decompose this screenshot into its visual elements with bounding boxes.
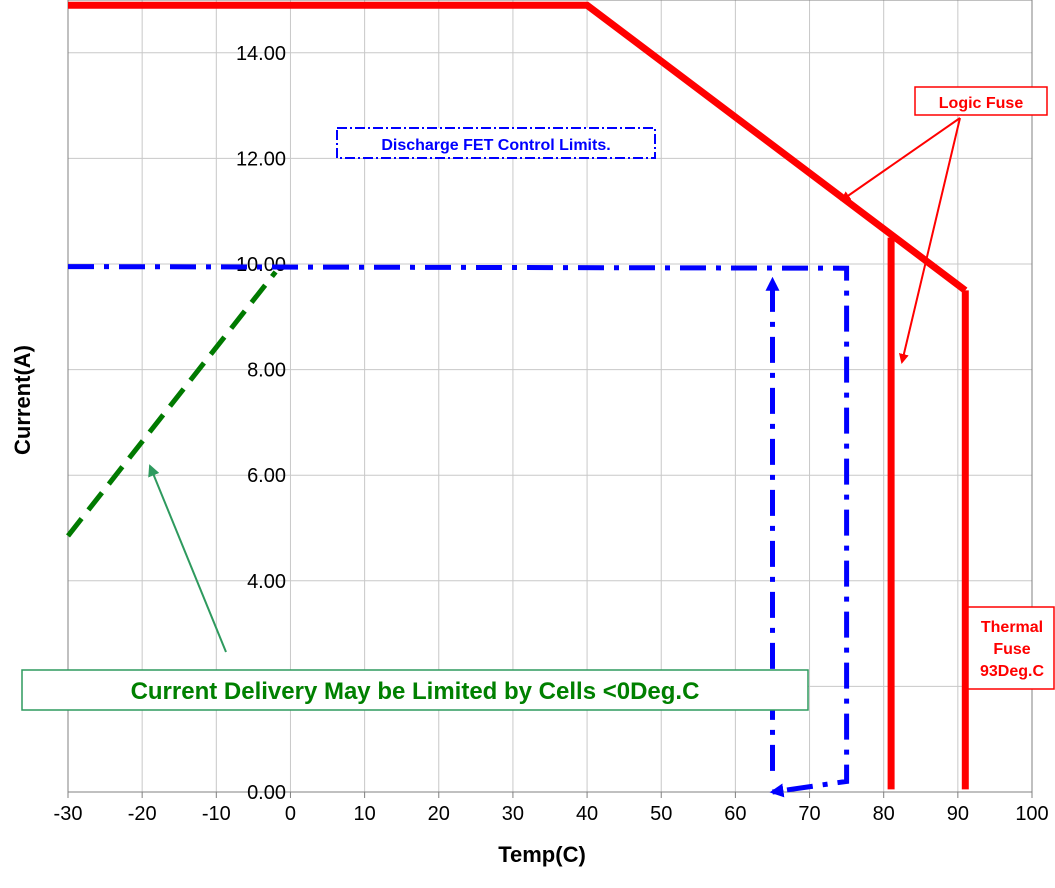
x-tick-label: 100 bbox=[1015, 803, 1048, 825]
series-line-cells bbox=[66, 270, 278, 538]
annotation-thermal-fuse: Thermal Fuse 93Deg.C bbox=[967, 606, 1055, 690]
cells-note-label: Current Delivery May be Limited by Cells… bbox=[131, 678, 700, 705]
x-tick-label: 50 bbox=[650, 803, 672, 825]
annotation-cells-note: Current Delivery May be Limited by Cells… bbox=[21, 464, 809, 711]
x-tick-label: 40 bbox=[576, 803, 598, 825]
x-tick-label: 70 bbox=[798, 803, 820, 825]
x-tick-label: -10 bbox=[202, 803, 231, 825]
y-tick-label: 14.00 bbox=[236, 43, 286, 65]
series-line-fet bbox=[67, 264, 850, 798]
x-tick-label: 80 bbox=[873, 803, 895, 825]
x-tick-label: 60 bbox=[724, 803, 746, 825]
series-line-logic bbox=[68, 1, 968, 294]
logic-fuse-label: Logic Fuse bbox=[939, 95, 1024, 112]
fet-limits-label: Discharge FET Control Limits. bbox=[381, 137, 610, 154]
x-tick-label: 20 bbox=[428, 803, 450, 825]
thermal-fuse-label-line3: 93Deg.C bbox=[980, 663, 1044, 680]
x-tick-label: 30 bbox=[502, 803, 524, 825]
y-tick-label: 6.00 bbox=[247, 465, 286, 487]
x-tick-label: -30 bbox=[54, 803, 83, 825]
x-tick-label: 0 bbox=[285, 803, 296, 825]
y-tick-label: 4.00 bbox=[247, 571, 286, 593]
y-tick-label: 8.00 bbox=[247, 360, 286, 382]
x-axis-title: Temp(C) bbox=[498, 842, 586, 867]
thermal-fuse-label-line1: Thermal bbox=[981, 619, 1043, 636]
y-tick-label: 12.00 bbox=[236, 148, 286, 170]
x-tick-label: 90 bbox=[947, 803, 969, 825]
series-lines bbox=[66, 1, 969, 798]
annotation-logic-fuse: Logic Fuse bbox=[840, 86, 1048, 364]
x-axis-ticks: -30 -20 -10 0 10 20 30 40 50 60 70 80 90 100 bbox=[54, 792, 1049, 825]
y-axis-title: Current(A) bbox=[10, 345, 35, 455]
annotation-fet-limits: Discharge FET Control Limits. bbox=[336, 127, 656, 159]
y-tick-label: 0.00 bbox=[247, 782, 286, 804]
x-tick-label: 10 bbox=[353, 803, 375, 825]
x-tick-label: -20 bbox=[128, 803, 157, 825]
plot-area bbox=[67, 0, 1033, 793]
thermal-fuse-label-line2: Fuse bbox=[993, 641, 1030, 658]
